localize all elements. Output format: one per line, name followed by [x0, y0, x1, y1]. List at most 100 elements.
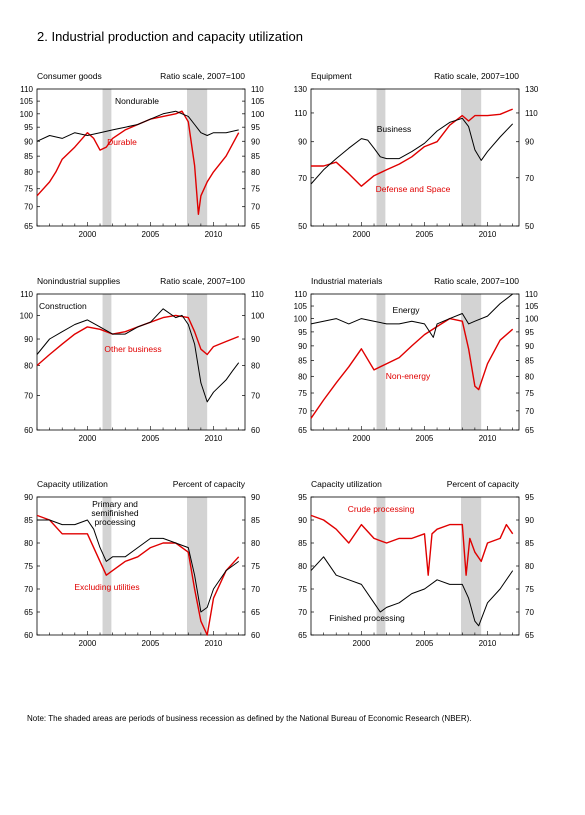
panel-title: Nonindustrial supplies: [37, 276, 120, 286]
x-tick-label: 2000: [353, 639, 371, 648]
y-tick-label-left: 80: [24, 361, 33, 370]
series-label: Defense and Space: [376, 184, 451, 194]
y-tick-label-right: 100: [525, 315, 539, 324]
y-tick-label-right: 60: [251, 631, 260, 640]
y-tick-label-left: 85: [24, 152, 33, 161]
y-tick-label-left: 70: [24, 391, 33, 400]
y-tick-label-left: 90: [24, 493, 33, 502]
y-tick-label-left: 100: [20, 110, 34, 119]
x-tick-label: 2005: [416, 639, 434, 648]
x-tick-label: 2005: [142, 230, 160, 239]
series-line-black: [310, 117, 514, 185]
chart-panel-6: 65 65 70 70 75 75 80 80 85 85 90 90 95 95 2000 2005 2010…: [298, 479, 534, 648]
y-tick-label-left: 85: [24, 516, 33, 525]
y-tick-label-left: 75: [298, 585, 307, 594]
y-tick-label-left: 100: [294, 315, 308, 324]
y-tick-label-right: 90: [525, 342, 534, 351]
y-tick-label-left: 85: [298, 539, 307, 548]
y-tick-label-right: 85: [525, 539, 534, 548]
chart-panel-4: 65 65 70 70 75 75 80 80 85 85 90 90 95 95 100 100 105 105…: [294, 276, 539, 443]
scale-label: Percent of capacity: [447, 479, 520, 489]
y-tick-label-left: 110: [294, 109, 307, 118]
y-tick-label-right: 75: [525, 389, 534, 398]
plot-frame: [36, 88, 246, 227]
y-tick-label-right: 65: [251, 608, 260, 617]
y-tick-label-right: 100: [251, 110, 265, 119]
y-tick-label-right: 80: [251, 361, 260, 370]
panel-title: Equipment: [311, 71, 352, 81]
plot-frame: [310, 293, 520, 431]
recession-band: [376, 497, 386, 635]
y-tick-label-left: 75: [24, 185, 33, 194]
y-tick-label-left: 110: [20, 290, 33, 299]
y-tick-label-right: 95: [525, 493, 534, 502]
y-tick-label-right: 60: [251, 426, 260, 435]
series-label: Business: [377, 124, 412, 134]
plot-frame: [310, 88, 520, 227]
y-tick-label-right: 90: [525, 138, 534, 147]
y-tick-label-left: 130: [294, 85, 308, 94]
y-tick-label-left: 90: [24, 137, 33, 146]
recession-band: [102, 89, 112, 226]
y-tick-label-right: 105: [251, 97, 265, 106]
panel-title: Consumer goods: [37, 71, 102, 81]
y-tick-label-left: 105: [294, 302, 308, 311]
series-label: Energy: [393, 305, 421, 315]
series-line-black: [36, 110, 239, 142]
y-tick-label-right: 95: [251, 123, 260, 132]
x-tick-label: 2000: [353, 230, 371, 239]
series-label: Crude processing: [348, 504, 415, 514]
series-line-black: [310, 556, 514, 627]
series-line-black: [36, 308, 240, 403]
x-tick-label: 2010: [479, 434, 497, 443]
y-tick-label-right: 75: [251, 562, 260, 571]
y-tick-label-left: 60: [24, 426, 33, 435]
x-tick-label: 2000: [79, 639, 97, 648]
scale-label: Ratio scale, 2007=100: [434, 71, 519, 81]
plot-frame: [36, 293, 246, 431]
y-tick-label-right: 65: [251, 222, 260, 231]
y-tick-label-left: 80: [298, 562, 307, 571]
y-tick-label-left: 65: [24, 608, 33, 617]
scale-label: Ratio scale, 2007=100: [160, 71, 245, 81]
y-tick-label-left: 110: [20, 85, 33, 94]
y-tick-label-left: 80: [24, 539, 33, 548]
y-tick-label-right: 85: [251, 152, 260, 161]
y-tick-label-right: 85: [251, 516, 260, 525]
chart-panel-3: 60 60 70 70 80 80 90 90 100 100 110 110 2000 2005 2010…: [20, 276, 265, 443]
y-tick-label-right: 105: [525, 302, 539, 311]
y-tick-label-right: 90: [251, 493, 260, 502]
x-tick-label: 2005: [416, 230, 434, 239]
y-tick-label-right: 70: [251, 203, 260, 212]
y-tick-label-left: 100: [20, 311, 34, 320]
y-tick-label-left: 70: [24, 585, 33, 594]
scale-label: Ratio scale, 2007=100: [434, 276, 519, 286]
y-tick-label-left: 95: [24, 123, 33, 132]
y-tick-label-right: 70: [251, 391, 260, 400]
x-tick-label: 2000: [353, 434, 371, 443]
y-tick-label-left: 70: [24, 203, 33, 212]
panel-title: Capacity utilization: [311, 479, 382, 489]
series-line-red: [310, 317, 514, 419]
y-tick-label-left: 65: [298, 631, 307, 640]
series-line-red: [310, 514, 514, 576]
y-tick-label-right: 80: [525, 562, 534, 571]
y-tick-label-right: 95: [525, 328, 534, 337]
recession-band: [187, 497, 208, 635]
series-label: Non-energy: [386, 371, 431, 381]
x-tick-label: 2000: [79, 230, 97, 239]
panel-title: Capacity utilization: [37, 479, 108, 489]
y-tick-label-left: 70: [298, 407, 307, 416]
series-line-black: [37, 519, 239, 613]
y-tick-label-left: 110: [294, 290, 307, 299]
chart-panel-1: 65 65 70 70 75 75 80 80 85 85 90 90 95 95 100 100 105 105…: [20, 71, 265, 239]
page-title: 2. Industrial production and capacity ut…: [37, 29, 303, 44]
y-tick-label-left: 95: [298, 328, 307, 337]
y-tick-label-right: 85: [525, 357, 534, 366]
y-tick-label-right: 110: [251, 290, 264, 299]
y-tick-label-left: 70: [298, 608, 307, 617]
y-tick-label-right: 100: [251, 311, 265, 320]
y-tick-label-right: 75: [525, 585, 534, 594]
recession-note: Note: The shaded areas are periods of bu…: [27, 714, 472, 723]
